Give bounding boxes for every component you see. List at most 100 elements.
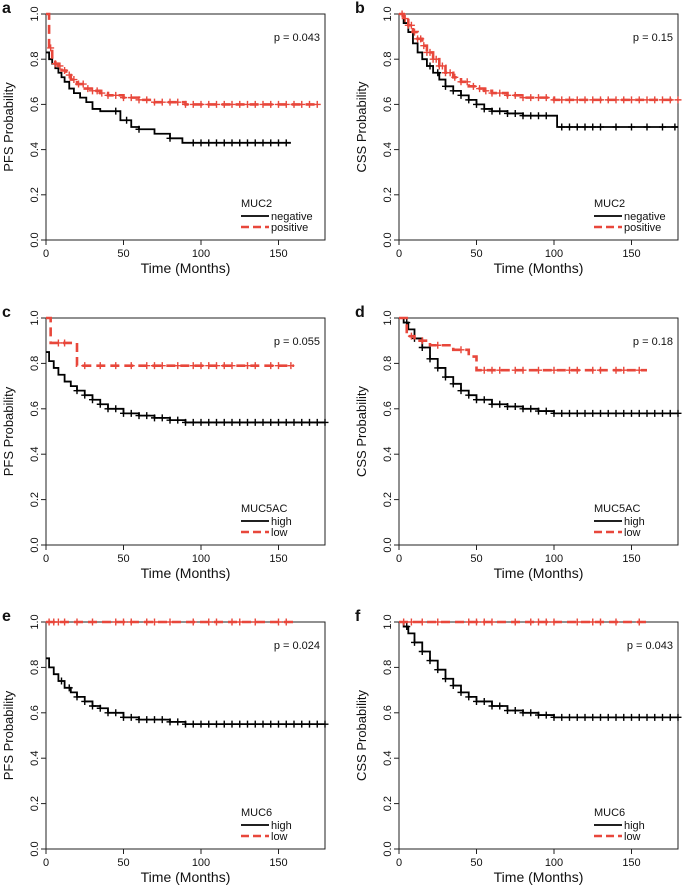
censor-mark bbox=[123, 116, 131, 124]
y-tick-label: 0.8 bbox=[382, 660, 394, 675]
y-tick-label: 0.0 bbox=[29, 537, 41, 552]
censor-mark bbox=[135, 412, 143, 420]
legend-label-high: high bbox=[271, 516, 292, 528]
censor-mark bbox=[306, 418, 313, 426]
censor-mark bbox=[158, 362, 166, 370]
censor-mark bbox=[519, 94, 527, 102]
censor-mark bbox=[612, 713, 620, 721]
censor-mark bbox=[251, 618, 259, 626]
censor-mark bbox=[550, 713, 558, 721]
censor-mark bbox=[527, 709, 535, 717]
censor-mark bbox=[550, 618, 558, 626]
censor-mark bbox=[275, 618, 282, 626]
censor-mark bbox=[604, 713, 612, 721]
y-tick-label: 0.6 bbox=[382, 705, 394, 720]
censor-mark bbox=[482, 87, 490, 95]
censor-mark bbox=[651, 713, 659, 721]
censor-mark bbox=[189, 418, 197, 426]
legend-label-high: high bbox=[271, 820, 292, 832]
censor-mark bbox=[434, 666, 442, 674]
censor-mark bbox=[112, 618, 120, 626]
panel-letter: d bbox=[355, 304, 365, 321]
y-axis-title: PFS Probability bbox=[1, 82, 16, 172]
legend-title: MUC6 bbox=[594, 807, 625, 819]
y-tick-label: 0.6 bbox=[29, 705, 41, 720]
censor-mark bbox=[135, 125, 143, 133]
censor-mark bbox=[267, 362, 275, 370]
censor-mark bbox=[174, 98, 182, 106]
censor-mark bbox=[236, 100, 244, 108]
censor-mark bbox=[127, 94, 135, 102]
panel-letter: e bbox=[2, 608, 11, 625]
p-value: p = 0.043 bbox=[627, 640, 673, 652]
censor-mark bbox=[511, 403, 519, 411]
censor-mark bbox=[635, 713, 643, 721]
series-low bbox=[46, 316, 295, 370]
censor-mark bbox=[104, 91, 112, 99]
censor-mark bbox=[120, 618, 127, 626]
y-axis-title: PFS Probability bbox=[1, 690, 16, 780]
survival-curve-high bbox=[399, 317, 678, 415]
censor-mark bbox=[182, 100, 189, 108]
censor-mark bbox=[298, 418, 306, 426]
censor-mark bbox=[612, 366, 620, 374]
y-tick-label: 0.8 bbox=[29, 356, 41, 371]
censor-mark bbox=[511, 707, 519, 715]
censor-mark bbox=[407, 332, 415, 340]
plot-frame bbox=[398, 621, 679, 850]
series-negative bbox=[46, 51, 291, 147]
censor-mark bbox=[566, 713, 573, 721]
censor-mark bbox=[70, 76, 78, 84]
censor-mark bbox=[400, 618, 408, 626]
censor-mark bbox=[666, 713, 674, 721]
y-axis-title: CSS Probability bbox=[354, 689, 369, 781]
censor-mark bbox=[120, 94, 127, 102]
x-tick-label: 0 bbox=[43, 553, 49, 565]
censor-mark bbox=[189, 362, 197, 370]
legend-label-positive: positive bbox=[624, 222, 661, 234]
censor-mark bbox=[473, 618, 480, 626]
x-tick-label: 150 bbox=[622, 553, 640, 565]
censor-mark bbox=[527, 618, 535, 626]
survival-curve-negative bbox=[46, 51, 291, 144]
censor-mark bbox=[61, 618, 69, 626]
censor-mark bbox=[659, 96, 666, 104]
censor-mark bbox=[604, 96, 612, 104]
censor-mark bbox=[197, 100, 205, 108]
censor-mark bbox=[127, 362, 135, 370]
censor-mark bbox=[220, 139, 228, 147]
censor-mark bbox=[411, 28, 418, 36]
y-tick-label: 0.4 bbox=[29, 142, 41, 157]
censor-mark bbox=[73, 693, 81, 701]
censor-mark bbox=[628, 96, 635, 104]
censor-mark bbox=[275, 362, 282, 370]
x-axis-title: Time (Months) bbox=[494, 260, 584, 276]
censor-mark bbox=[313, 720, 321, 728]
censor-mark bbox=[511, 618, 519, 626]
censor-mark bbox=[81, 391, 89, 399]
censor-mark bbox=[174, 416, 182, 424]
censor-mark bbox=[542, 94, 550, 102]
censor-mark bbox=[511, 366, 519, 374]
legend-label-negative: negative bbox=[271, 211, 313, 223]
plot-frame bbox=[398, 317, 679, 546]
censor-mark bbox=[635, 366, 643, 374]
survival-curve-low bbox=[399, 316, 647, 372]
y-tick-label: 0.4 bbox=[382, 751, 394, 766]
censor-mark bbox=[671, 123, 679, 131]
censor-mark bbox=[488, 702, 496, 710]
censor-mark bbox=[79, 80, 87, 88]
censor-mark bbox=[104, 709, 112, 717]
legend-label-low: low bbox=[271, 831, 288, 843]
censor-mark bbox=[259, 720, 267, 728]
x-tick-label: 50 bbox=[117, 857, 129, 869]
x-tick-label: 100 bbox=[545, 553, 563, 565]
km-panel-c: c 0.0 0.2 0.4 0.6 0.8 1.0 0 50 100 150 Time (Months… bbox=[1, 304, 329, 581]
y-tick-label: 1.0 bbox=[29, 6, 41, 21]
legend-label-low: low bbox=[624, 831, 641, 843]
censor-mark bbox=[496, 702, 504, 710]
censor-mark bbox=[589, 618, 597, 626]
censor-mark bbox=[488, 400, 496, 408]
censor-mark bbox=[418, 648, 426, 656]
